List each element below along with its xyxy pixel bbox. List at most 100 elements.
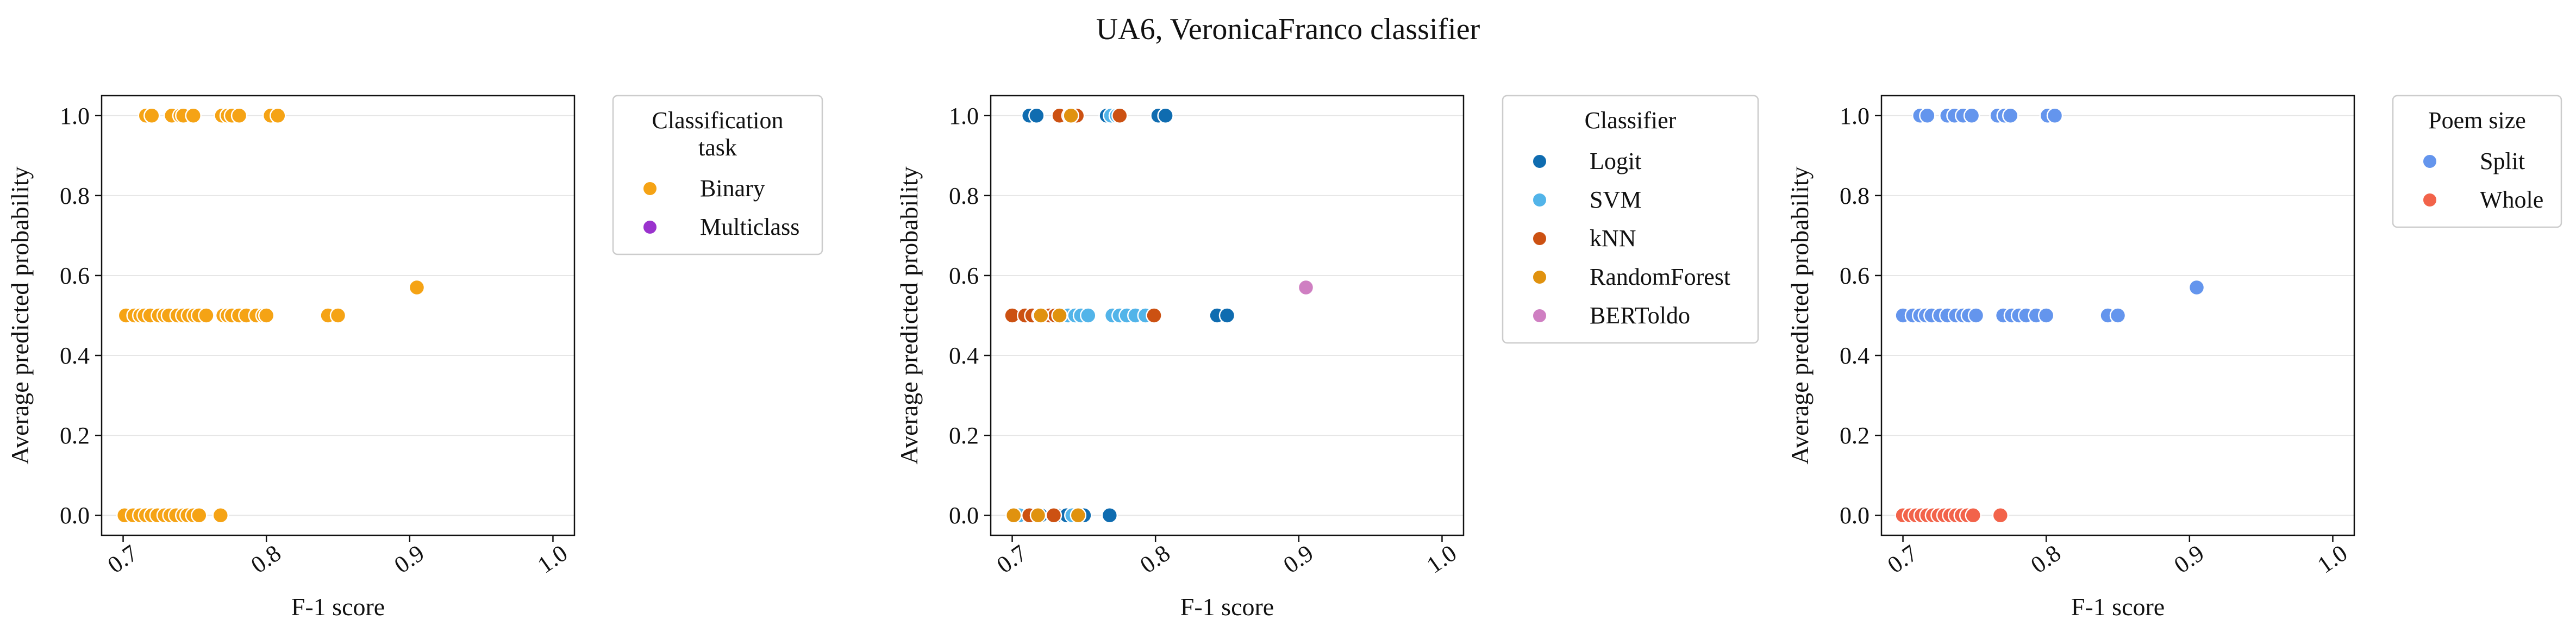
data-point — [1005, 506, 1022, 524]
legend-marker — [2422, 192, 2437, 208]
data-point — [1157, 107, 1174, 124]
y-tick-label: 1.0 — [60, 103, 90, 129]
legend-entry-label: Multiclass — [700, 214, 799, 240]
data-point — [258, 307, 275, 324]
data-point — [1062, 107, 1079, 124]
data-point — [1051, 307, 1068, 324]
y-tick-label: 0.6 — [949, 262, 979, 289]
data-point — [1070, 506, 1087, 524]
data-point — [270, 107, 286, 124]
data-point — [1218, 307, 1236, 324]
data-point — [1919, 107, 1936, 124]
legend-marker — [1532, 154, 1547, 169]
y-tick-label: 0.6 — [1840, 262, 1870, 289]
x-tick-label: 1.0 — [2312, 540, 2352, 579]
x-axis-label: F-1 score — [2071, 593, 2165, 621]
data-point — [143, 107, 160, 124]
legend-title: Poem size — [2428, 107, 2526, 134]
x-tick-label: 0.7 — [1883, 540, 1922, 579]
data-point — [1963, 107, 1980, 124]
y-tick-label: 1.0 — [1840, 103, 1870, 129]
y-axis-label: Average predicted probability — [6, 166, 34, 464]
figure-title: UA6, VeronicaFranco classifier — [1096, 12, 1480, 46]
x-tick-label: 0.8 — [246, 540, 286, 579]
y-tick-label: 0.4 — [949, 342, 979, 369]
data-point — [1045, 506, 1062, 524]
y-tick-label: 0.8 — [60, 183, 90, 209]
x-tick-label: 0.8 — [2026, 540, 2066, 579]
data-point — [1967, 307, 1985, 324]
legend-title: Classifier — [1585, 107, 1677, 134]
data-point — [1101, 506, 1118, 524]
data-point — [2046, 107, 2064, 124]
data-point — [2188, 279, 2205, 296]
legend-marker — [1532, 308, 1547, 323]
y-axis-label: Average predicted probability — [895, 166, 923, 464]
legend-marker — [642, 220, 658, 235]
x-tick-label: 1.0 — [1422, 540, 1461, 579]
data-point — [1111, 107, 1128, 124]
x-tick-label: 0.9 — [1278, 540, 1318, 579]
legend: Classifier Logit SVM kNN RandomForest BERTold… — [1502, 95, 1759, 344]
x-axis-label: F-1 score — [1180, 593, 1274, 621]
data-point — [1992, 506, 2009, 524]
legend-entry-label: Binary — [700, 175, 765, 202]
y-tick-label: 0.4 — [60, 342, 90, 369]
y-tick-label: 0.0 — [949, 502, 979, 529]
data-point — [2002, 107, 2019, 124]
data-point — [329, 307, 347, 324]
data-point — [1080, 307, 1097, 324]
y-tick-label: 1.0 — [949, 103, 979, 129]
axes-frame — [990, 95, 1465, 536]
data-point — [2037, 307, 2055, 324]
y-axis-label: Average predicted probability — [1786, 166, 1814, 464]
y-tick-label: 0.8 — [949, 183, 979, 209]
data-point — [230, 107, 248, 124]
legend-marker — [1532, 231, 1547, 246]
legend-box — [1502, 95, 1759, 344]
legend-marker — [1532, 192, 1547, 208]
legend-box — [2392, 95, 2562, 228]
x-tick-label: 1.0 — [533, 540, 572, 579]
chart-panel-3: 0.0 0.2 0.4 0.6 0.8 1.0 0.7 0.8 0.9 1.0 F-1 score A… — [1786, 95, 2562, 621]
axes-frame — [101, 95, 576, 536]
legend-title: Classification — [652, 107, 784, 134]
legend-title: task — [698, 134, 737, 161]
data-point — [408, 279, 426, 296]
data-point — [185, 107, 202, 124]
data-point — [1297, 279, 1315, 296]
data-point — [1965, 506, 1981, 524]
legend-marker — [642, 181, 658, 196]
x-tick-label: 0.7 — [992, 540, 1031, 579]
data-point — [1029, 506, 1047, 524]
x-tick-label: 0.8 — [1135, 540, 1175, 579]
y-tick-label: 0.0 — [1840, 502, 1870, 529]
data-point — [1033, 307, 1049, 324]
x-tick-label: 0.9 — [389, 540, 429, 579]
chart-panel-1: 0.0 0.2 0.4 0.6 0.8 1.0 0.7 0.8 0.9 1.0 F-1 score A… — [6, 95, 823, 621]
axes-frame — [1880, 95, 2355, 536]
chart-panel-2: 0.0 0.2 0.4 0.6 0.8 1.0 0.7 0.8 0.9 1.0 F-1 score A… — [895, 95, 1759, 621]
data-point — [1146, 307, 1162, 324]
data-point — [2109, 307, 2127, 324]
legend-entry-label: Logit — [1590, 148, 1641, 174]
y-tick-label: 0.0 — [60, 502, 90, 529]
y-tick-label: 0.6 — [60, 262, 90, 289]
legend-entry-label: Split — [2480, 148, 2525, 174]
legend-entry-label: RandomForest — [1590, 264, 1730, 290]
x-tick-label: 0.7 — [103, 540, 142, 579]
legend-entry-label: kNN — [1590, 225, 1636, 252]
y-tick-label: 0.8 — [1840, 183, 1870, 209]
legend-box — [612, 95, 823, 255]
data-point — [198, 307, 215, 324]
legend-entry-label: BERToldo — [1590, 302, 1690, 329]
legend-entry-label: Whole — [2480, 186, 2543, 213]
data-point — [1028, 107, 1045, 124]
y-tick-label: 0.2 — [60, 422, 90, 449]
y-tick-label: 0.4 — [1840, 342, 1870, 369]
y-tick-label: 0.2 — [1840, 422, 1870, 449]
y-tick-label: 0.2 — [949, 422, 979, 449]
